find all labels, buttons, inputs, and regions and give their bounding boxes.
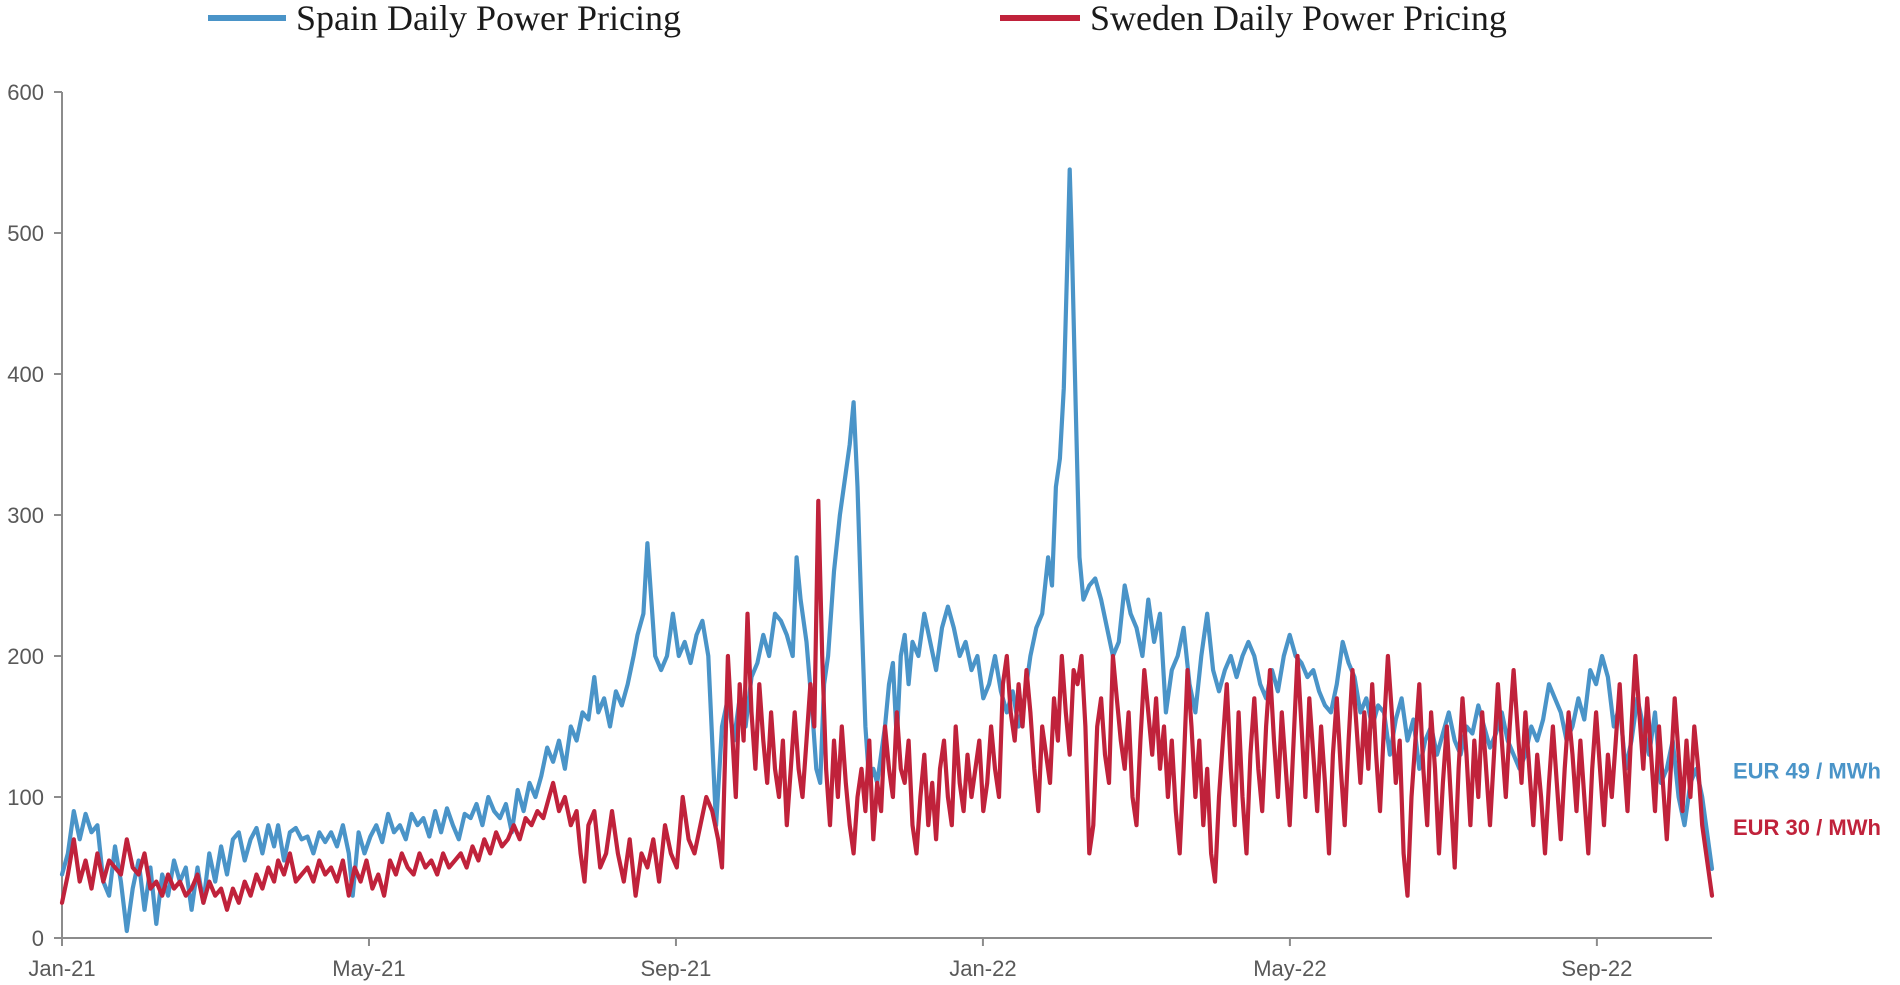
y-tick-label-500: 500 <box>7 221 44 246</box>
x-tick-label-jan-22: Jan-22 <box>949 956 1016 981</box>
y-tick-label-300: 300 <box>7 503 44 528</box>
y-tick-label-400: 400 <box>7 362 44 387</box>
legend-item-spain[interactable]: Spain Daily Power Pricing <box>208 0 681 38</box>
end-label-sweden: EUR 30 / MWh <box>1733 815 1881 840</box>
series-line-sweden[interactable] <box>59 498 1715 912</box>
y-axis-ticks: 0 100 200 300 400 500 600 <box>7 80 62 951</box>
y-tick-label-600: 600 <box>7 80 44 105</box>
legend-label-spain: Spain Daily Power Pricing <box>296 0 681 38</box>
x-tick-label-jan-21: Jan-21 <box>28 956 95 981</box>
x-axis-ticks: Jan-21 May-21 Sep-21 Jan-22 May-22 Sep-22 <box>28 938 1632 981</box>
y-tick-label-100: 100 <box>7 785 44 810</box>
legend-label-sweden: Sweden Daily Power Pricing <box>1090 0 1507 38</box>
end-label-spain: EUR 49 / MWh <box>1733 759 1881 784</box>
y-tick-label-200: 200 <box>7 644 44 669</box>
legend: Spain Daily Power Pricing Sweden Daily P… <box>208 0 1507 38</box>
x-tick-label-may-22: May-22 <box>1253 956 1326 981</box>
legend-item-sweden[interactable]: Sweden Daily Power Pricing <box>1000 0 1507 38</box>
x-tick-label-may-21: May-21 <box>332 956 405 981</box>
y-tick-label-0: 0 <box>32 926 44 951</box>
x-tick-label-sep-22: Sep-22 <box>1561 956 1632 981</box>
x-tick-label-sep-21: Sep-21 <box>640 956 711 981</box>
series-line-spain[interactable] <box>59 167 1715 934</box>
